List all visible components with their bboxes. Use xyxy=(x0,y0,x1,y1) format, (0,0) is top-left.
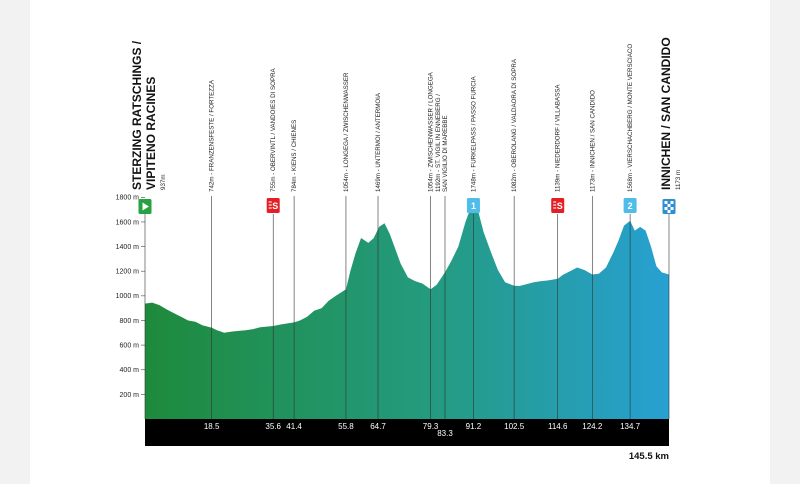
waypoint-7-km-label: 91.2 xyxy=(466,422,482,431)
y-tick-label: 200 m xyxy=(120,392,140,399)
waypoint-5-label: 1054m - ZWISCHENWASSER / LONGEGA xyxy=(428,71,435,192)
total-distance-label: 145.5 km xyxy=(629,451,669,462)
y-tick-label: 400 m xyxy=(120,367,140,374)
waypoint-9-label: 1139m - NIEDERDORF / VILLABASSA xyxy=(555,84,562,192)
elevation-profile-area xyxy=(145,203,669,419)
start-name-line2: VIPITENO RACINES xyxy=(144,77,158,190)
finish-marker-check xyxy=(667,210,671,213)
waypoint-10-km-label: 124.2 xyxy=(582,422,603,431)
waypoint-8-km-label: 102.5 xyxy=(504,422,525,431)
waypoint-2-km-label: 41.4 xyxy=(286,422,302,431)
waypoint-11-kom-marker: 2 xyxy=(623,198,637,213)
start-altitude: 937m xyxy=(160,175,167,190)
y-tick-label: 800 m xyxy=(120,318,140,325)
waypoint-1-label: 755m - OBERVINTL / VANDOIES DI SOPRA xyxy=(270,67,277,192)
waypoint-4-label: 1469m - UNTERMOI / ANTERMOIA xyxy=(375,92,382,192)
y-tick-label: 1600 m xyxy=(116,219,140,226)
y-axis: 200 m 400 m 600 m 800 m 1000 m 1200 m 1400 m 16… xyxy=(116,195,145,399)
waypoint-11-kom-marker-shape xyxy=(623,198,637,213)
waypoint-7-kom-marker: 1 xyxy=(466,198,480,213)
waypoint-10-label: 1173m - INNICHEN / SAN CANDIDO xyxy=(589,90,596,192)
waypoint-6-km-label: 83.3 xyxy=(437,429,453,438)
waypoint-1-sprint-marker-label: S xyxy=(272,201,278,211)
start-marker-play-icon xyxy=(142,202,149,211)
waypoint-7-label: 1748m - FURKELPASS / PASSO FURCIA xyxy=(470,75,477,192)
waypoint-2-label: 784m - KIENS / CHIENES xyxy=(291,120,298,192)
finish-name: INNICHEN / SAN CANDIDO xyxy=(659,37,673,190)
start-marker xyxy=(138,199,152,214)
right-margin xyxy=(770,0,800,484)
waypoint-3-label: 1054m - LONGEGA / ZWISCHENWASSER xyxy=(343,72,350,192)
waypoint-7-kom-marker-label: 1 xyxy=(471,201,476,211)
waypoint-11-kom-marker-label: 2 xyxy=(628,201,633,211)
waypoint-4-km-label: 64.7 xyxy=(370,422,386,431)
waypoint-0-km-label: 18.5 xyxy=(204,422,220,431)
start-name-line1: STERZING RATSCHINGS / xyxy=(130,40,144,190)
waypoint-1-sprint-marker: S xyxy=(266,198,280,213)
finish-marker-check xyxy=(667,204,671,207)
waypoint-5-km-label: 79.3 xyxy=(423,422,439,431)
waypoint-9-sprint-marker: S xyxy=(551,198,565,213)
finish-marker-check xyxy=(664,207,668,210)
waypoint-0-label: 742m - FRANZENSFESTE / FORTEZZA xyxy=(209,79,216,192)
y-tick-label: 1400 m xyxy=(116,244,140,251)
finish-marker-check xyxy=(670,201,674,204)
y-tick-label: 1800 m xyxy=(116,195,140,202)
waypoint-3-km-label: 55.8 xyxy=(338,422,354,431)
waypoint-6-label: 1192m - ST. VIGIL IN ENNEBERG / xyxy=(435,94,442,192)
waypoint-11-km-label: 134.7 xyxy=(620,422,641,431)
finish-altitude: 1173 m xyxy=(675,170,682,190)
waypoint-8-label: 1082m - OBEROLANG / VALDAORA DI SOPRA xyxy=(511,58,518,192)
waypoint-6-label: SAN VIGILIO DI MAREBBE xyxy=(442,115,449,192)
waypoint-7-kom-marker-shape xyxy=(466,198,480,213)
finish-marker-check xyxy=(670,207,674,210)
waypoint-9-km-label: 114.6 xyxy=(548,422,568,431)
y-tick-label: 1200 m xyxy=(116,269,140,276)
waypoint-9-sprint-marker-label: S xyxy=(557,201,563,211)
finish-marker xyxy=(662,199,676,214)
distance-axis-band xyxy=(145,419,669,446)
left-margin xyxy=(0,0,30,484)
waypoint-11-label: 1568m - VIERSCHACHBERG / MONTE VERSCIACO xyxy=(627,44,634,192)
finish-marker-check xyxy=(664,201,668,204)
y-tick-label: 1000 m xyxy=(116,293,140,300)
waypoint-1-km-label: 35.6 xyxy=(265,422,281,431)
y-tick-label: 600 m xyxy=(120,343,140,350)
